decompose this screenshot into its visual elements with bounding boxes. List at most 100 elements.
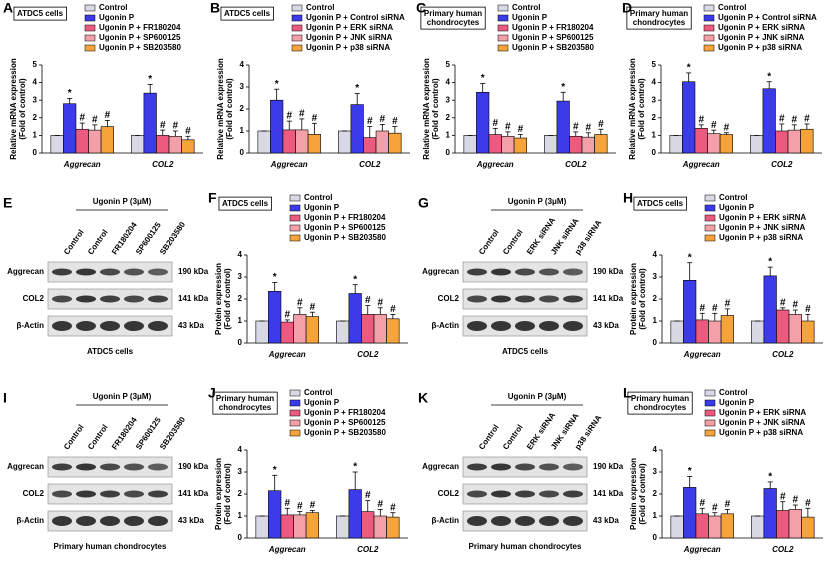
legend-label: Ugonin P + ERK siRNA bbox=[306, 23, 393, 32]
bar bbox=[513, 137, 527, 154]
legend-label: Ugonin P + SB203580 bbox=[512, 43, 594, 52]
bar bbox=[694, 128, 708, 154]
bar bbox=[388, 132, 402, 154]
x-tick-label: Aggrecan bbox=[476, 160, 514, 169]
blot-band bbox=[76, 463, 96, 471]
blot-band bbox=[148, 295, 168, 303]
legend-swatch bbox=[704, 419, 716, 427]
significance: # bbox=[92, 114, 98, 125]
bar bbox=[683, 279, 697, 344]
significance: * bbox=[68, 88, 72, 99]
lane-label: Control bbox=[501, 423, 525, 451]
y-tick-label: 4 bbox=[238, 250, 243, 259]
legend-label: Control bbox=[719, 193, 747, 202]
size-label: 141 kDa bbox=[593, 489, 624, 498]
legend-label: Ugonin P + p38 siRNA bbox=[306, 43, 390, 52]
bar bbox=[556, 100, 570, 154]
bar bbox=[708, 320, 722, 344]
y-tick-label: 0 bbox=[238, 338, 243, 347]
y-axis-label: (Fold of control) bbox=[223, 463, 232, 525]
bar bbox=[750, 135, 764, 154]
legend-label: Ugonin P + ERK siRNA bbox=[718, 23, 805, 32]
bar bbox=[375, 130, 389, 154]
lane-label: Control bbox=[86, 423, 110, 451]
y-tick-label: 1 bbox=[653, 511, 658, 520]
x-tick-label: COL2 bbox=[772, 350, 794, 359]
legend-label: Ugonin P + FR180204 bbox=[99, 23, 181, 32]
legend-swatch bbox=[289, 224, 301, 232]
x-tick-label: Aggrecan bbox=[682, 160, 720, 169]
bar bbox=[581, 136, 595, 154]
significance: # bbox=[173, 121, 179, 132]
y-tick-label: 0 bbox=[653, 533, 658, 542]
bar bbox=[282, 129, 296, 154]
significance: # bbox=[598, 119, 604, 130]
bar bbox=[336, 320, 350, 344]
y-tick-label: 4 bbox=[446, 78, 451, 87]
bar bbox=[100, 126, 114, 154]
cell-label: ATDC5 cells bbox=[637, 199, 684, 208]
blot-band bbox=[52, 268, 72, 276]
y-tick-label: 5 bbox=[652, 60, 657, 69]
bar bbox=[156, 135, 170, 154]
blot-band bbox=[491, 463, 511, 471]
legend-swatch bbox=[291, 44, 303, 52]
legend-swatch bbox=[704, 234, 716, 242]
significance: # bbox=[586, 122, 592, 133]
bar bbox=[801, 320, 815, 344]
x-tick-label: Aggrecan bbox=[63, 160, 101, 169]
y-axis-label: Relative mRNA expression bbox=[628, 58, 637, 160]
blot-band bbox=[515, 516, 535, 526]
row-label: Aggrecan bbox=[422, 462, 459, 471]
significance: # bbox=[698, 114, 704, 125]
blot-band bbox=[76, 516, 96, 526]
y-tick-label: 1 bbox=[238, 511, 243, 520]
y-tick-label: 2 bbox=[238, 489, 243, 498]
legend-swatch bbox=[289, 234, 301, 242]
legend-label: Ugonin P + JNK siRNA bbox=[719, 418, 806, 427]
significance: * bbox=[273, 465, 277, 476]
bar bbox=[594, 134, 608, 154]
size-label: 141 kDa bbox=[593, 294, 624, 303]
panel-letter: G bbox=[418, 195, 429, 211]
y-tick-label: 3 bbox=[446, 95, 451, 104]
y-axis-label: Protein expression bbox=[214, 263, 223, 335]
panel-letter: H bbox=[623, 190, 633, 206]
y-tick-label: 3 bbox=[653, 272, 658, 281]
size-label: 190 kDa bbox=[178, 462, 209, 471]
blot-band bbox=[491, 321, 511, 331]
significance: # bbox=[724, 122, 730, 133]
blot-band bbox=[148, 268, 168, 276]
blot-band bbox=[491, 516, 511, 526]
x-tick-label: Aggrecan bbox=[268, 350, 306, 359]
panel-letter: A bbox=[3, 0, 13, 16]
legend-label: Ugonin P + ERK siRNA bbox=[719, 408, 806, 417]
legend-swatch bbox=[497, 24, 509, 32]
bar bbox=[361, 314, 375, 344]
legend-label: Control bbox=[306, 3, 334, 12]
lane-label: Control bbox=[62, 423, 86, 451]
size-label: 43 kDa bbox=[593, 321, 619, 330]
significance: # bbox=[780, 491, 786, 502]
y-tick-label: 3 bbox=[240, 82, 245, 91]
bar bbox=[305, 512, 319, 539]
bar bbox=[751, 320, 765, 344]
significance: # bbox=[573, 122, 579, 133]
legend-swatch bbox=[291, 24, 303, 32]
blot-caption: ATDC5 cells bbox=[87, 347, 134, 356]
bar bbox=[476, 91, 490, 154]
significance: # bbox=[378, 499, 384, 510]
legend-swatch bbox=[84, 34, 96, 42]
significance: * bbox=[481, 73, 485, 84]
blot-band bbox=[467, 490, 487, 498]
significance: # bbox=[286, 111, 292, 122]
row-label: β-Actin bbox=[431, 516, 459, 525]
size-label: 43 kDa bbox=[178, 321, 204, 330]
significance: # bbox=[390, 502, 396, 513]
significance: # bbox=[392, 116, 398, 127]
row-label: COL2 bbox=[438, 489, 460, 498]
bar bbox=[50, 135, 64, 154]
y-tick-label: 2 bbox=[33, 113, 38, 122]
legend-label: Ugonin P bbox=[719, 398, 755, 407]
x-tick-label: COL2 bbox=[152, 160, 174, 169]
